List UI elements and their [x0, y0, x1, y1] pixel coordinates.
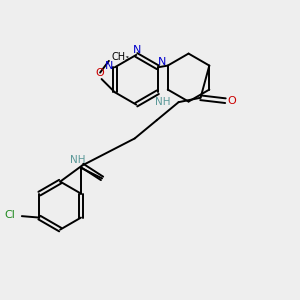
Text: N: N — [158, 57, 167, 67]
Text: Cl: Cl — [4, 210, 15, 220]
Text: NH: NH — [70, 155, 86, 165]
Text: N: N — [105, 61, 114, 71]
Text: CH₃: CH₃ — [112, 52, 130, 61]
Text: NH: NH — [155, 97, 170, 107]
Text: N: N — [133, 45, 141, 55]
Text: O: O — [96, 68, 104, 78]
Text: O: O — [227, 96, 236, 106]
